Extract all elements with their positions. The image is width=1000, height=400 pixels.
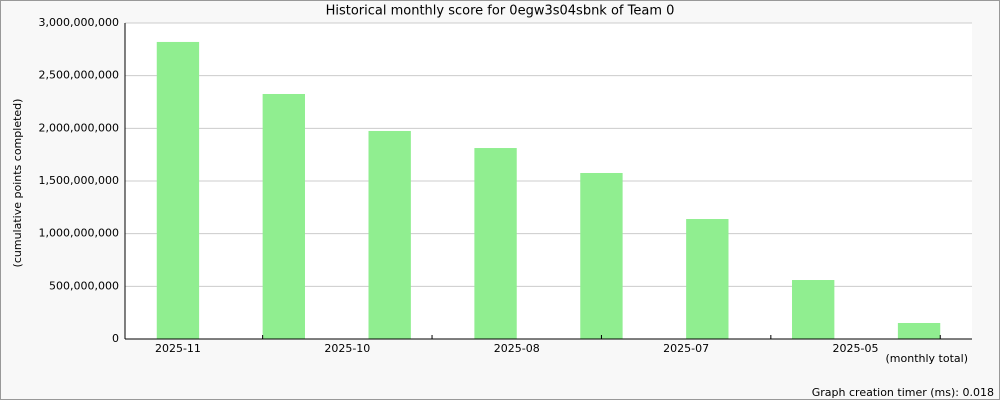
x-tick-label: 2025-08 [494, 342, 540, 355]
bar [262, 93, 305, 340]
bar [474, 148, 517, 339]
y-tick-label: 2,000,000,000 [39, 121, 119, 134]
y-tick-label: 3,000,000,000 [39, 16, 119, 29]
bar [156, 41, 200, 340]
y-tick-label: 1,500,000,000 [39, 174, 119, 187]
y-axis-label: (cumulative points completed) [11, 99, 24, 268]
x-tick-label: 2025-07 [663, 342, 709, 355]
x-tick-label: 2025-05 [833, 342, 879, 355]
bar [368, 130, 411, 339]
bar [897, 322, 941, 339]
y-tick-label: 1,000,000,000 [39, 227, 119, 240]
x-axis-label: (monthly total) [886, 352, 969, 365]
chart-title: Historical monthly score for 0egw3s04sbn… [326, 4, 675, 19]
footer: Graph creation timer (ms): 0.018 [812, 386, 994, 399]
y-tick-label: 2,500,000,000 [39, 69, 119, 82]
x-tick-label: 2025-11 [155, 342, 201, 355]
y-tick-label: 0 [112, 332, 119, 345]
bar [792, 280, 835, 339]
bar [580, 172, 623, 339]
y-tick-label: 500,000,000 [49, 279, 119, 292]
x-tick-label: 2025-10 [324, 342, 370, 355]
bar [686, 219, 729, 339]
